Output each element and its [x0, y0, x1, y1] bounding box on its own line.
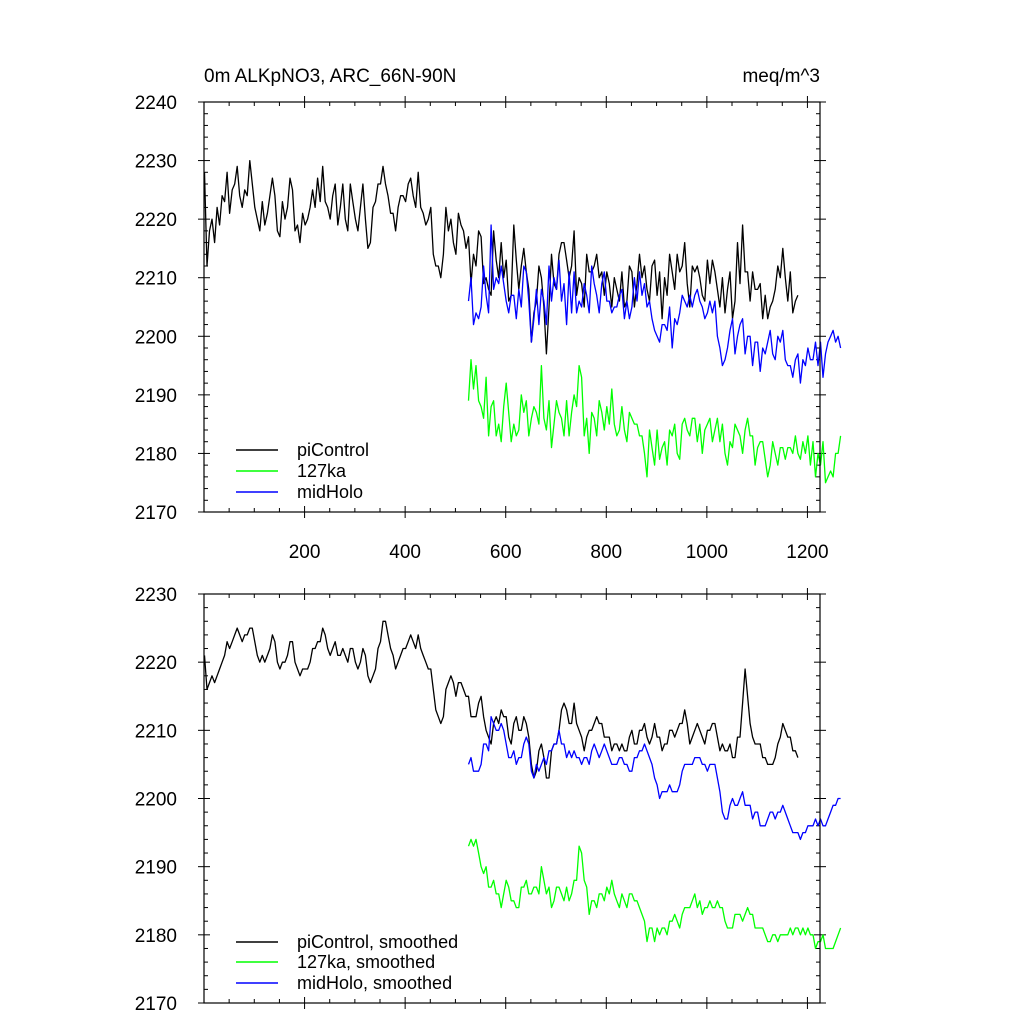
series-line-127ka-smoothed	[467, 838, 842, 950]
y-tick-label: 2170	[135, 994, 177, 1015]
legend-label-127ka: 127ka	[297, 461, 347, 481]
y-tick-label: 2180	[135, 444, 177, 465]
panel-title: 0m ALKpNO3, ARC_66N-90N	[204, 66, 456, 87]
series-lines	[203, 620, 842, 950]
legend-label-midholo: midHolo	[297, 482, 363, 502]
series-line-picontrol-smoothed	[203, 620, 799, 779]
y-tick-label: 2170	[135, 503, 177, 524]
y-tick-label: 2230	[135, 585, 177, 606]
x-tick-label: 1200	[786, 542, 828, 563]
y-tick-label: 2220	[135, 210, 177, 231]
legend-label-127ka-smoothed: 127ka, smoothed	[297, 952, 435, 972]
y-tick-label: 2220	[135, 653, 177, 674]
x-tick-label: 200	[289, 542, 321, 563]
legend: piControl 127ka midHolo	[236, 440, 369, 502]
y-tick-labels: 2170 2180 2190 2200 2210 2220 2230	[135, 585, 177, 1015]
x-tick-label: 1000	[686, 542, 728, 563]
bottom-panel: 2170 2180 2190 2200 2210 2220 2230 piControl, …	[135, 585, 842, 1015]
x-tick-labels: 200 400 600 800 1000 1200	[289, 542, 829, 563]
series-line-midholo	[467, 224, 842, 384]
plot-frame	[203, 101, 821, 513]
legend-label-picontrol-smoothed: piControl, smoothed	[297, 932, 458, 952]
y-tick-label: 2210	[135, 721, 177, 742]
x-tick-label: 600	[490, 542, 522, 563]
y-tick-label: 2200	[135, 327, 177, 348]
legend-label-picontrol: piControl	[297, 440, 369, 460]
y-tick-label: 2200	[135, 790, 177, 811]
x-tick-label: 800	[590, 542, 622, 563]
legend-label-midholo-smoothed: midHolo, smoothed	[297, 973, 452, 993]
y-tick-label: 2190	[135, 386, 177, 407]
series-lines	[203, 159, 842, 484]
units-label: meq/m^3	[742, 66, 820, 87]
y-tick-label: 2180	[135, 926, 177, 947]
top-panel: 0m ALKpNO3, ARC_66N-90N meq/m^3 2170 2180…	[135, 66, 842, 563]
plot-frame	[203, 593, 821, 1004]
y-tick-label: 2240	[135, 93, 177, 114]
y-tick-label: 2190	[135, 858, 177, 879]
series-line-127ka	[467, 359, 842, 484]
series-line-midholo-smoothed	[467, 716, 841, 841]
axis-ticks	[198, 588, 826, 1009]
y-tick-label: 2210	[135, 269, 177, 290]
legend: piControl, smoothed 127ka, smoothed midH…	[236, 932, 458, 993]
series-line-picontrol	[203, 159, 799, 355]
y-tick-labels: 2170 2180 2190 2200 2210 2220 2230 2240	[135, 93, 177, 524]
y-tick-label: 2230	[135, 152, 177, 173]
x-tick-label: 400	[389, 542, 421, 563]
